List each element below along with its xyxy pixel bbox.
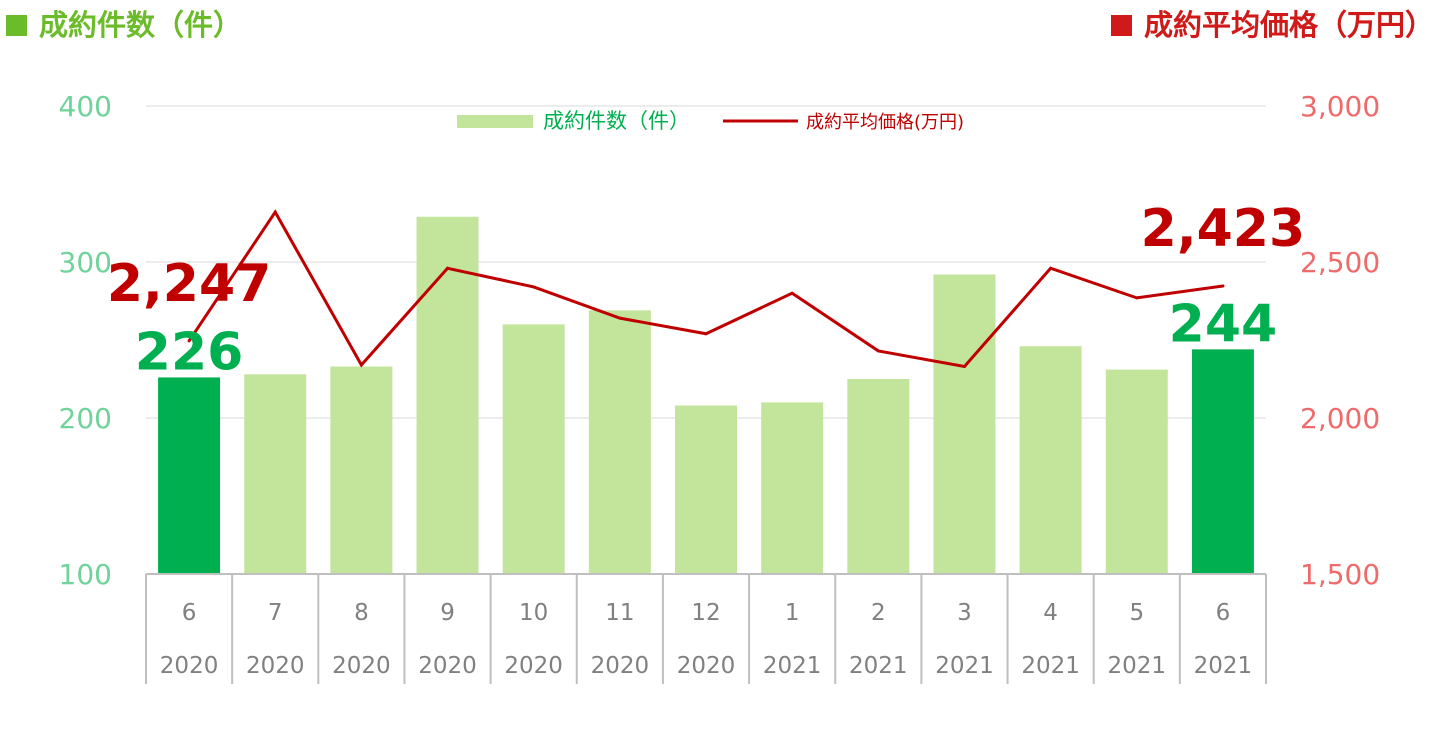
category-year-label: 2020 bbox=[591, 653, 650, 679]
category-month-label: 6 bbox=[1216, 600, 1231, 626]
category-year-label: 2020 bbox=[160, 653, 219, 679]
red-square-icon bbox=[1110, 15, 1132, 36]
left-axis-tick-label: 200 bbox=[59, 402, 112, 435]
legend-bar-swatch bbox=[457, 115, 533, 128]
price-point bbox=[446, 266, 450, 270]
price-line bbox=[187, 209, 1224, 369]
price-point bbox=[1135, 296, 1139, 300]
category-year-label: 2020 bbox=[246, 653, 305, 679]
price-point bbox=[532, 285, 536, 289]
category-month-label: 7 bbox=[268, 600, 283, 626]
bar bbox=[675, 405, 737, 574]
price-point bbox=[187, 339, 191, 343]
left-axis-tick-label: 300 bbox=[59, 246, 112, 279]
left-axis-tick-label: 100 bbox=[59, 558, 112, 591]
right-axis-header: 成約平均価格（万円） bbox=[1110, 2, 1434, 44]
price-point bbox=[1221, 284, 1225, 288]
bar bbox=[244, 374, 307, 574]
right-axis-header-text: 成約平均価格（万円） bbox=[1143, 8, 1434, 42]
price-point bbox=[790, 291, 794, 295]
left-axis-tick-label: 400 bbox=[59, 90, 112, 123]
category-month-label: 9 bbox=[440, 600, 455, 626]
category-month-label: 5 bbox=[1129, 600, 1144, 626]
category-month-label: 12 bbox=[691, 600, 720, 626]
legend-line-label: 成約平均価格(万円) bbox=[806, 112, 964, 133]
category-month-label: 6 bbox=[182, 600, 197, 626]
category-month-label: 4 bbox=[1043, 600, 1058, 626]
category-year-label: 2021 bbox=[1021, 653, 1080, 679]
bar bbox=[1105, 369, 1168, 574]
bar bbox=[847, 379, 910, 574]
bar-data-label: 244 bbox=[1169, 294, 1278, 354]
legend-bar-label: 成約件数（件） bbox=[543, 109, 690, 133]
price-point bbox=[704, 332, 708, 336]
category-month-label: 8 bbox=[354, 600, 369, 626]
bar bbox=[330, 366, 393, 574]
left-axis-header-text: 成約件数（件） bbox=[39, 8, 243, 42]
green-square-icon bbox=[6, 15, 27, 36]
category-year-label: 2020 bbox=[332, 653, 391, 679]
right-axis-tick-label: 1,500 bbox=[1300, 558, 1380, 591]
bar bbox=[588, 310, 651, 574]
bar bbox=[416, 216, 479, 574]
bar bbox=[933, 274, 996, 574]
bar-data-label: 226 bbox=[135, 322, 244, 382]
category-month-label: 10 bbox=[519, 600, 548, 626]
right-axis-tick-label: 2,500 bbox=[1300, 246, 1380, 279]
category-year-label: 2020 bbox=[504, 653, 563, 679]
left-axis-header: 成約件数（件） bbox=[6, 2, 242, 44]
bar bbox=[1019, 346, 1082, 574]
category-month-label: 11 bbox=[605, 600, 634, 626]
category-year-label: 2021 bbox=[1194, 653, 1253, 679]
category-month-label: 3 bbox=[957, 600, 972, 626]
category-year-label: 2021 bbox=[849, 653, 908, 679]
category-month-label: 1 bbox=[785, 600, 800, 626]
category-year-label: 2020 bbox=[418, 653, 477, 679]
right-axis-tick-label: 3,000 bbox=[1300, 90, 1380, 123]
bar bbox=[761, 402, 824, 574]
bar bbox=[158, 377, 221, 574]
category-month-label: 2 bbox=[871, 600, 886, 626]
price-point bbox=[1049, 266, 1053, 270]
right-axis-tick-label: 2,000 bbox=[1300, 402, 1380, 435]
price-point bbox=[273, 210, 277, 214]
line-data-label: 2,247 bbox=[107, 254, 271, 314]
price-point bbox=[962, 365, 966, 369]
category-year-label: 2021 bbox=[1107, 653, 1166, 679]
price-point bbox=[876, 349, 880, 353]
price-point bbox=[359, 363, 363, 367]
category-year-label: 2021 bbox=[763, 653, 822, 679]
category-year-label: 2021 bbox=[935, 653, 994, 679]
category-year-label: 2020 bbox=[677, 653, 736, 679]
bar bbox=[1191, 349, 1254, 574]
price-point bbox=[618, 316, 622, 320]
bar bbox=[502, 324, 565, 574]
line-data-label: 2,423 bbox=[1141, 199, 1305, 259]
